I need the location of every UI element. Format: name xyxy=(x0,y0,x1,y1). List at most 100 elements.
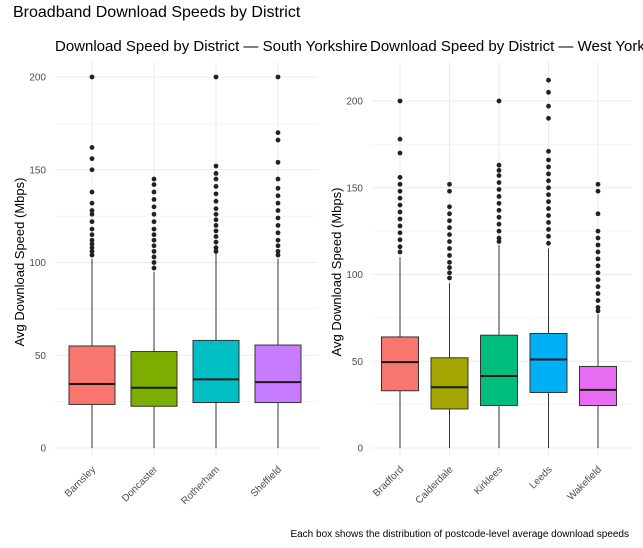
west-yorkshire-boxes xyxy=(381,77,617,448)
outlier-point xyxy=(546,164,551,170)
outlier-point xyxy=(213,211,219,217)
outlier-point xyxy=(447,259,452,265)
outlier-point xyxy=(496,168,502,173)
south-yorkshire-x-tick-label: Sheffield xyxy=(249,464,284,499)
outlier-point xyxy=(595,305,601,310)
outlier-point xyxy=(595,284,601,290)
outlier-point xyxy=(496,221,502,227)
outlier-point xyxy=(275,193,281,199)
south-yorkshire-boxes xyxy=(68,74,302,448)
outlier-point xyxy=(213,223,219,228)
outlier-point xyxy=(151,182,157,187)
outlier-point xyxy=(213,176,219,182)
outlier-point xyxy=(397,230,403,236)
west-yorkshire-y-tick-label: 0 xyxy=(357,444,363,455)
outlier-point xyxy=(213,245,219,251)
outlier-point xyxy=(151,248,157,254)
outlier-point xyxy=(546,178,551,184)
outlier-point xyxy=(213,248,219,254)
outlier-point xyxy=(546,199,551,205)
outlier-point xyxy=(447,275,452,281)
outlier-point xyxy=(397,174,403,180)
outlier-point xyxy=(89,167,95,173)
west-yorkshire-x-tick-label: Calderdale xyxy=(414,464,456,506)
west-yorkshire-y-tick-label: 200 xyxy=(346,97,363,108)
outlier-point xyxy=(595,256,601,262)
outlier-point xyxy=(275,74,281,80)
west-yorkshire-y-ticks: 0 50 100 150 200 xyxy=(346,97,363,455)
south-yorkshire-y-ticks: 0 50 100 150 200 xyxy=(29,73,46,455)
outlier-point xyxy=(151,265,157,271)
outlier-point xyxy=(151,237,157,243)
outlier-point xyxy=(89,200,95,206)
outlier-point xyxy=(397,249,403,255)
outlier-point xyxy=(151,232,157,238)
box-iqr xyxy=(68,345,116,405)
outlier-point xyxy=(595,270,601,276)
outlier-point xyxy=(397,223,403,229)
outlier-point xyxy=(89,245,95,251)
outlier-point xyxy=(447,225,452,231)
outlier-point xyxy=(447,218,452,224)
outlier-point xyxy=(151,254,157,260)
west-yorkshire-x-tick-label: Kirklees xyxy=(472,464,505,497)
outlier-point xyxy=(447,246,452,251)
outlier-point xyxy=(213,228,219,234)
outlier-point xyxy=(275,208,281,213)
west-yorkshire-box-kirklees xyxy=(480,98,518,448)
outlier-point xyxy=(546,220,551,225)
outlier-point xyxy=(151,243,157,249)
box-iqr xyxy=(579,365,617,406)
outlier-point xyxy=(546,171,551,177)
outlier-point xyxy=(151,219,157,225)
outlier-point xyxy=(447,270,452,276)
outlier-point xyxy=(496,207,502,213)
west-yorkshire-y-axis-label: Avg Download Speed (Mbps) xyxy=(329,188,344,357)
box-iqr xyxy=(130,351,178,407)
outlier-point xyxy=(275,248,281,254)
outlier-point xyxy=(89,237,95,243)
box-iqr xyxy=(192,339,240,404)
outlier-point xyxy=(213,206,219,212)
south-yorkshire-panel-title: Download Speed by District — South Yorks… xyxy=(55,38,368,55)
outlier-point xyxy=(447,204,452,210)
outlier-point xyxy=(496,180,502,185)
outlier-point xyxy=(275,230,281,236)
south-yorkshire-y-tick-label: 100 xyxy=(29,258,46,269)
outlier-point xyxy=(595,291,601,296)
south-yorkshire-y-tick-label: 150 xyxy=(29,165,46,176)
south-yorkshire-y-axis-label: Avg Download Speed (Mbps) xyxy=(12,178,27,347)
outlier-point xyxy=(275,237,281,243)
outlier-point xyxy=(546,233,551,239)
outlier-point xyxy=(151,211,157,217)
chart-main-title: Broadband Download Speeds by District xyxy=(13,4,301,21)
outlier-point xyxy=(275,185,281,191)
outlier-point xyxy=(595,263,601,269)
outlier-point xyxy=(447,253,452,258)
box-iqr xyxy=(430,357,469,410)
outlier-point xyxy=(151,260,157,265)
outlier-point xyxy=(595,242,601,248)
outlier-point xyxy=(496,194,502,199)
outlier-point xyxy=(89,211,95,217)
outlier-point xyxy=(275,223,281,228)
outlier-point xyxy=(213,198,219,204)
box-iqr xyxy=(254,344,302,404)
outlier-point xyxy=(89,232,95,238)
outlier-point xyxy=(397,150,403,156)
outlier-point xyxy=(89,74,95,80)
outlier-point xyxy=(546,148,551,154)
outlier-point xyxy=(89,241,95,247)
outlier-point xyxy=(275,137,281,143)
outlier-point xyxy=(213,239,219,245)
outlier-point xyxy=(447,188,452,194)
outlier-point xyxy=(397,209,403,215)
outlier-point xyxy=(546,103,551,109)
outlier-point xyxy=(397,237,403,243)
south-yorkshire-box-barnsley xyxy=(68,74,116,448)
outlier-point xyxy=(496,162,502,168)
west-yorkshire-panel-title: Download Speed by District — West Yorksh… xyxy=(370,38,643,55)
chart-caption: Each box shows the distribution of postc… xyxy=(290,529,629,540)
box-iqr xyxy=(480,334,518,406)
